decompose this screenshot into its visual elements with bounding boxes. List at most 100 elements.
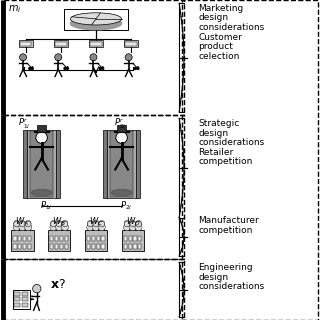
Bar bbox=[125, 226, 129, 230]
Circle shape bbox=[20, 220, 25, 226]
Circle shape bbox=[25, 220, 31, 226]
Bar bbox=[103, 130, 107, 198]
Text: design: design bbox=[198, 273, 228, 282]
Bar bbox=[14, 297, 20, 301]
Circle shape bbox=[102, 68, 104, 69]
Bar bbox=[90, 42, 102, 46]
Bar bbox=[14, 303, 20, 307]
Text: product: product bbox=[198, 42, 233, 51]
Bar bbox=[52, 226, 55, 230]
Circle shape bbox=[92, 224, 100, 231]
Text: design: design bbox=[198, 129, 228, 138]
Bar bbox=[18, 236, 21, 241]
Circle shape bbox=[56, 224, 63, 231]
Bar bbox=[19, 40, 33, 47]
Bar bbox=[129, 236, 132, 241]
Text: $W_{A}$: $W_{A}$ bbox=[15, 216, 29, 228]
Bar bbox=[3, 259, 184, 320]
Circle shape bbox=[87, 220, 93, 226]
Bar bbox=[57, 226, 61, 230]
Ellipse shape bbox=[70, 17, 122, 30]
Circle shape bbox=[51, 220, 56, 226]
Text: $W_{C}$: $W_{C}$ bbox=[89, 216, 103, 228]
Circle shape bbox=[136, 220, 141, 226]
Text: considerations: considerations bbox=[198, 282, 265, 291]
Bar bbox=[30, 131, 53, 197]
Bar bbox=[87, 236, 90, 241]
Bar bbox=[60, 244, 63, 249]
Bar bbox=[20, 42, 31, 46]
Circle shape bbox=[130, 221, 136, 227]
Text: $W_{D}$: $W_{D}$ bbox=[125, 216, 140, 228]
Bar bbox=[129, 244, 132, 249]
Bar bbox=[22, 297, 28, 301]
Bar bbox=[124, 40, 138, 47]
Bar bbox=[27, 130, 56, 198]
Circle shape bbox=[64, 68, 66, 69]
Circle shape bbox=[135, 224, 142, 231]
Bar bbox=[55, 236, 58, 241]
Circle shape bbox=[20, 54, 27, 61]
Bar bbox=[138, 236, 141, 241]
Bar bbox=[125, 42, 137, 46]
Circle shape bbox=[125, 54, 132, 61]
Bar bbox=[13, 244, 17, 249]
Circle shape bbox=[134, 68, 136, 69]
Text: competition: competition bbox=[198, 157, 253, 166]
Circle shape bbox=[137, 68, 139, 69]
Bar bbox=[64, 9, 128, 30]
Circle shape bbox=[14, 220, 20, 226]
Bar bbox=[23, 244, 26, 249]
Circle shape bbox=[25, 221, 31, 227]
Circle shape bbox=[93, 220, 99, 226]
Circle shape bbox=[130, 220, 136, 226]
Ellipse shape bbox=[111, 189, 132, 196]
Bar bbox=[23, 236, 26, 241]
Bar bbox=[56, 130, 60, 198]
Circle shape bbox=[36, 132, 47, 143]
Circle shape bbox=[129, 224, 136, 231]
Bar bbox=[55, 244, 58, 249]
Bar bbox=[87, 244, 90, 249]
Bar bbox=[55, 42, 67, 46]
Text: competition: competition bbox=[198, 226, 253, 235]
Text: Engineering: Engineering bbox=[198, 263, 253, 272]
Bar bbox=[97, 244, 100, 249]
Bar bbox=[23, 130, 27, 198]
Circle shape bbox=[62, 220, 68, 226]
Bar bbox=[92, 244, 95, 249]
Bar bbox=[48, 230, 70, 251]
Bar bbox=[3, 115, 184, 259]
Bar bbox=[20, 226, 24, 230]
Circle shape bbox=[67, 68, 68, 69]
Circle shape bbox=[20, 221, 25, 227]
Circle shape bbox=[90, 54, 97, 61]
Bar bbox=[92, 236, 95, 241]
Circle shape bbox=[116, 132, 127, 143]
Circle shape bbox=[13, 224, 20, 231]
Circle shape bbox=[29, 68, 31, 69]
Text: considerations: considerations bbox=[198, 23, 265, 32]
Bar bbox=[60, 236, 63, 241]
Text: $m_i$: $m_i$ bbox=[8, 3, 21, 15]
Text: Marketing: Marketing bbox=[198, 4, 244, 13]
Text: Retailer: Retailer bbox=[198, 148, 234, 157]
Circle shape bbox=[87, 224, 94, 231]
Circle shape bbox=[136, 221, 141, 227]
Bar bbox=[54, 40, 68, 47]
Bar bbox=[133, 236, 137, 241]
Bar bbox=[11, 230, 34, 251]
Circle shape bbox=[99, 220, 105, 226]
Bar bbox=[133, 244, 137, 249]
Text: $W_{B}$: $W_{B}$ bbox=[52, 216, 66, 228]
Circle shape bbox=[93, 221, 99, 227]
Text: $P^r_{1i}$: $P^r_{1i}$ bbox=[18, 117, 30, 131]
Text: design: design bbox=[198, 13, 228, 22]
Bar bbox=[182, 0, 318, 320]
Bar bbox=[94, 226, 98, 230]
Bar bbox=[65, 236, 68, 241]
Bar bbox=[97, 236, 100, 241]
Circle shape bbox=[124, 220, 130, 226]
Text: Customer: Customer bbox=[198, 33, 242, 42]
Bar bbox=[138, 244, 141, 249]
